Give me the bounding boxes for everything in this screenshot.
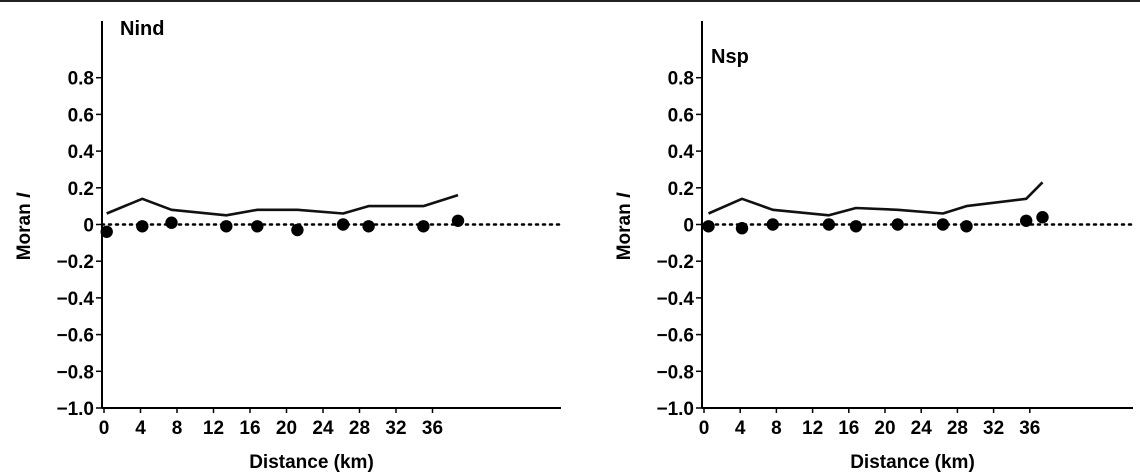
nsp-y-axis-title-italic: I bbox=[614, 192, 635, 198]
nind-y-tick-label: 0.4 bbox=[68, 142, 95, 163]
nsp-moran-point bbox=[702, 220, 715, 233]
nind-x-tick-label: 16 bbox=[239, 418, 260, 439]
nind-x-tick-label: 28 bbox=[349, 418, 370, 439]
nsp-significance-line bbox=[707, 181, 1044, 217]
nind-x-axis-title: Distance (km) bbox=[249, 452, 374, 473]
nsp-y-tick-label: −0.6 bbox=[656, 326, 694, 347]
nind-moran-point bbox=[362, 220, 375, 233]
nind-y-tick-label: 0.6 bbox=[68, 105, 94, 126]
nsp-moran-point bbox=[735, 222, 749, 235]
nsp-y-axis-title-main: Moran bbox=[614, 198, 635, 260]
nsp-y-tick-label: −0.8 bbox=[656, 362, 694, 383]
nsp-x-axis-title: Distance (km) bbox=[850, 452, 975, 473]
nind-y-axis-title-main: Moran bbox=[14, 198, 35, 260]
nsp-moran-point bbox=[891, 218, 904, 231]
nind-moran-point bbox=[136, 220, 149, 233]
nsp-x-tick-label: 8 bbox=[771, 418, 782, 439]
nind-y-tick-label: −1.0 bbox=[56, 399, 94, 420]
nsp-y-tick-label: 0.8 bbox=[668, 69, 694, 90]
nind-panel-title: Nind bbox=[120, 18, 164, 40]
nsp-moran-point bbox=[766, 218, 779, 231]
nind-moran-point bbox=[220, 220, 233, 233]
nsp-moran-point bbox=[1019, 214, 1033, 227]
nind-y-tick-label: −0.4 bbox=[56, 289, 94, 310]
nind-x-tick-label: 8 bbox=[172, 418, 183, 439]
nind-panel: −1.0 −0.8 −0.6 −0.4 −0.2 0 0.2 0.4 0.6 0.8 0 4 8 12 16… bbox=[14, 18, 563, 473]
nind-moran-point bbox=[100, 225, 113, 238]
nsp-moran-point bbox=[849, 220, 863, 233]
nsp-y-tick-label: 0.4 bbox=[668, 142, 695, 163]
nsp-moran-point bbox=[822, 218, 836, 231]
nind-x-tick-label: 12 bbox=[203, 418, 224, 439]
nsp-x-tick-label: 16 bbox=[838, 418, 859, 439]
nind-x-tick-label: 24 bbox=[312, 418, 334, 439]
nind-moran-point bbox=[336, 218, 350, 231]
nsp-y-tick-label: 0 bbox=[683, 216, 694, 237]
nind-y-tick-label: −0.6 bbox=[56, 326, 94, 347]
nind-y-tick-label: 0 bbox=[83, 216, 94, 237]
nind-x-tick-label: 36 bbox=[422, 418, 443, 439]
nind-moran-point bbox=[451, 214, 465, 227]
nind-x-tick-label: 4 bbox=[135, 418, 146, 439]
nind-x-tick-label: 20 bbox=[276, 418, 297, 439]
nind-x-tick-label: 0 bbox=[99, 418, 110, 439]
nsp-x-tick-label: 36 bbox=[1019, 418, 1040, 439]
nsp-moran-point bbox=[936, 218, 950, 231]
nsp-x-tick-label: 0 bbox=[699, 418, 710, 439]
nsp-y-tick-label: −1.0 bbox=[656, 399, 694, 420]
nsp-panel: −1.0 −0.8 −0.6 −0.4 −0.2 0 0.2 0.4 0.6 0.8 0 4 8 12 16… bbox=[614, 21, 1135, 473]
nsp-panel-title: Nsp bbox=[711, 46, 749, 68]
nsp-moran-point bbox=[1036, 211, 1049, 224]
nind-y-tick-label: 0.2 bbox=[68, 179, 94, 200]
nsp-y-tick-label: 0.2 bbox=[668, 179, 694, 200]
nind-x-tick-label: 32 bbox=[385, 418, 406, 439]
nsp-y-tick-label: −0.2 bbox=[656, 252, 694, 273]
top-rule bbox=[0, 0, 1140, 2]
nind-y-tick-label: −0.2 bbox=[56, 252, 94, 273]
nsp-moran-point bbox=[960, 220, 973, 233]
nind-moran-point bbox=[291, 223, 304, 237]
nind-y-tick-label: 0.8 bbox=[68, 69, 94, 90]
nind-y-tick-label: −0.8 bbox=[56, 362, 94, 383]
nind-moran-point bbox=[417, 220, 430, 233]
nsp-x-tick-label: 4 bbox=[735, 418, 746, 439]
nsp-y-tick-label: 0.6 bbox=[668, 105, 694, 126]
nsp-x-tick-label: 20 bbox=[874, 418, 895, 439]
nind-significance-line bbox=[106, 193, 459, 217]
nind-y-axis-title: Moran I bbox=[14, 192, 35, 260]
nsp-x-tick-label: 28 bbox=[947, 418, 968, 439]
nind-moran-point bbox=[165, 216, 178, 229]
nsp-x-tick-label: 24 bbox=[911, 418, 933, 439]
nind-y-axis-title-italic: I bbox=[14, 192, 35, 198]
nsp-y-tick-label: −0.4 bbox=[656, 289, 694, 310]
nsp-y-axis-title: Moran I bbox=[614, 192, 635, 260]
nsp-x-tick-label: 12 bbox=[802, 418, 823, 439]
nind-moran-point bbox=[251, 220, 264, 233]
nsp-x-tick-label: 32 bbox=[983, 418, 1004, 439]
